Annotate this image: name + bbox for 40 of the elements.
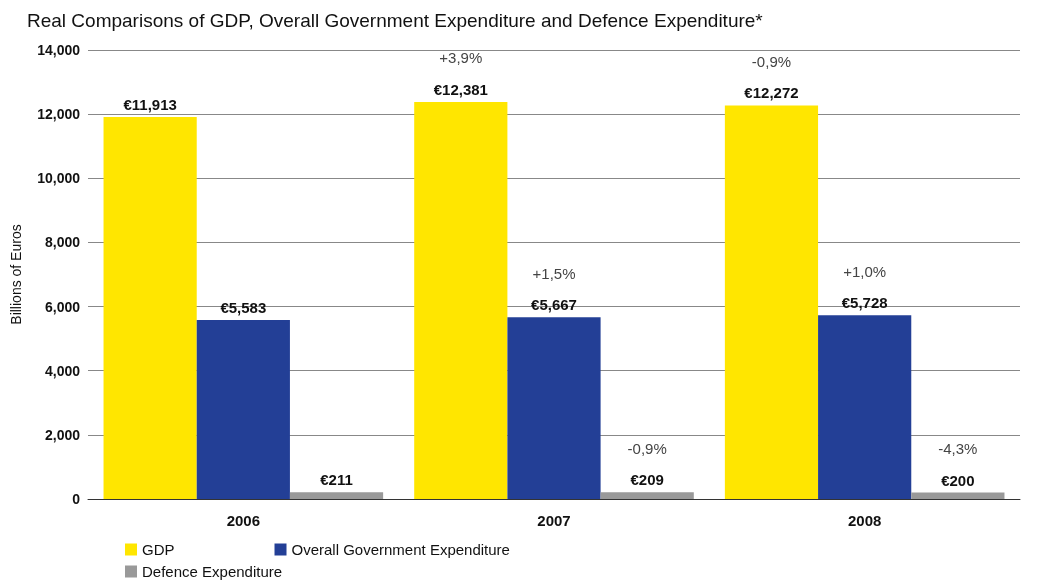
annotation: -0,9% bbox=[627, 439, 667, 457]
y-tick-label: 10,000 bbox=[37, 170, 81, 187]
annotation: -4,3% bbox=[938, 440, 978, 458]
annotation: +3,9% bbox=[439, 49, 483, 67]
data-label: €12,272 bbox=[744, 84, 799, 102]
bar bbox=[196, 319, 290, 499]
x-tick-label: 2007 bbox=[537, 512, 571, 529]
data-label: €5,583 bbox=[220, 298, 267, 316]
x-tick-label: 2008 bbox=[847, 512, 882, 529]
bar bbox=[600, 492, 694, 499]
y-axis-title: Billions of Euros bbox=[8, 224, 24, 325]
annotation: -0,9% bbox=[751, 52, 792, 70]
bar bbox=[507, 317, 601, 499]
bar bbox=[414, 101, 508, 499]
data-label: €5,667 bbox=[531, 296, 577, 314]
data-label: €211 bbox=[320, 471, 353, 489]
bar bbox=[911, 492, 1005, 499]
y-tick-label: 8,000 bbox=[44, 234, 81, 251]
bar bbox=[289, 492, 384, 499]
y-tick-label: 0 bbox=[72, 491, 81, 507]
data-label: €209 bbox=[630, 471, 664, 489]
y-tick-label: 12,000 bbox=[37, 106, 81, 123]
y-tick-label: 14,000 bbox=[37, 42, 81, 58]
data-label: €5,728 bbox=[841, 294, 888, 312]
y-tick-label: 2,000 bbox=[44, 426, 81, 443]
data-label: €12,381 bbox=[433, 80, 488, 98]
legend-label: GDP bbox=[142, 541, 175, 558]
bar bbox=[724, 105, 819, 499]
data-label: €200 bbox=[941, 471, 975, 489]
bar bbox=[103, 116, 197, 499]
x-tick-label: 2006 bbox=[226, 512, 261, 529]
chart-title: Real Comparisons of GDP, Overall Government Expenditure and Defence Expenditure* bbox=[27, 10, 764, 31]
legend-label: Defence Expenditure bbox=[142, 563, 283, 580]
bar bbox=[818, 315, 912, 499]
legend-label: Overall Government Expenditure bbox=[291, 541, 510, 558]
annotation: +1,0% bbox=[843, 262, 887, 280]
annotation: +1,5% bbox=[532, 264, 576, 282]
data-label: €11,913 bbox=[123, 95, 177, 113]
y-tick-label: 6,000 bbox=[44, 298, 81, 315]
y-tick-label: 4,000 bbox=[44, 362, 81, 379]
